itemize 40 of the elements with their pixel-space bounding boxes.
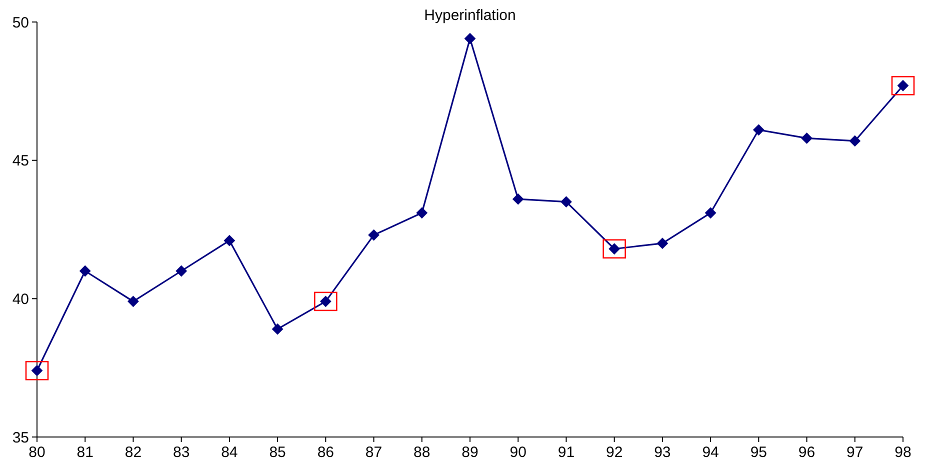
point xyxy=(656,238,668,249)
x-tick-label: 86 xyxy=(317,444,334,461)
x-tick-label: 95 xyxy=(750,444,768,461)
x-tick-label: 82 xyxy=(124,444,142,461)
x-tick-label: 91 xyxy=(558,444,575,461)
point xyxy=(705,207,716,218)
x-tick-label: 83 xyxy=(172,444,190,461)
x-tick-label: 96 xyxy=(798,444,816,461)
point xyxy=(512,194,524,205)
point xyxy=(560,196,572,208)
x-tick-label: 80 xyxy=(28,444,46,461)
x-tick-label: 93 xyxy=(654,444,671,461)
x-tick-label: 87 xyxy=(365,444,382,461)
point xyxy=(25,360,49,380)
point xyxy=(80,266,91,276)
y-tick-label: 45 xyxy=(12,152,29,170)
x-tick-label: 85 xyxy=(269,444,286,461)
point xyxy=(128,296,139,307)
x-tick-label: 81 xyxy=(76,444,94,461)
x-tick-label: 98 xyxy=(894,444,912,461)
x-tick-label: 90 xyxy=(510,444,526,461)
x-tick-label: 92 xyxy=(606,444,623,461)
y-tick-label: 50 xyxy=(12,14,29,32)
point xyxy=(224,235,235,246)
point xyxy=(753,124,764,136)
point xyxy=(801,132,812,144)
x-tick-label: 97 xyxy=(846,444,864,461)
point xyxy=(176,266,187,276)
point xyxy=(272,324,284,335)
point xyxy=(849,135,860,146)
y-tick-label: 35 xyxy=(12,429,29,446)
y-tick-label: 40 xyxy=(12,290,29,308)
point xyxy=(464,33,476,44)
x-tick-label: 88 xyxy=(414,444,430,461)
x-tick-label: 94 xyxy=(702,444,719,461)
chart-title: Hyperinflation xyxy=(424,7,516,24)
x-tick-label: 89 xyxy=(462,444,478,461)
x-tick-label: 84 xyxy=(221,444,238,461)
point xyxy=(416,207,428,218)
point xyxy=(368,230,380,241)
